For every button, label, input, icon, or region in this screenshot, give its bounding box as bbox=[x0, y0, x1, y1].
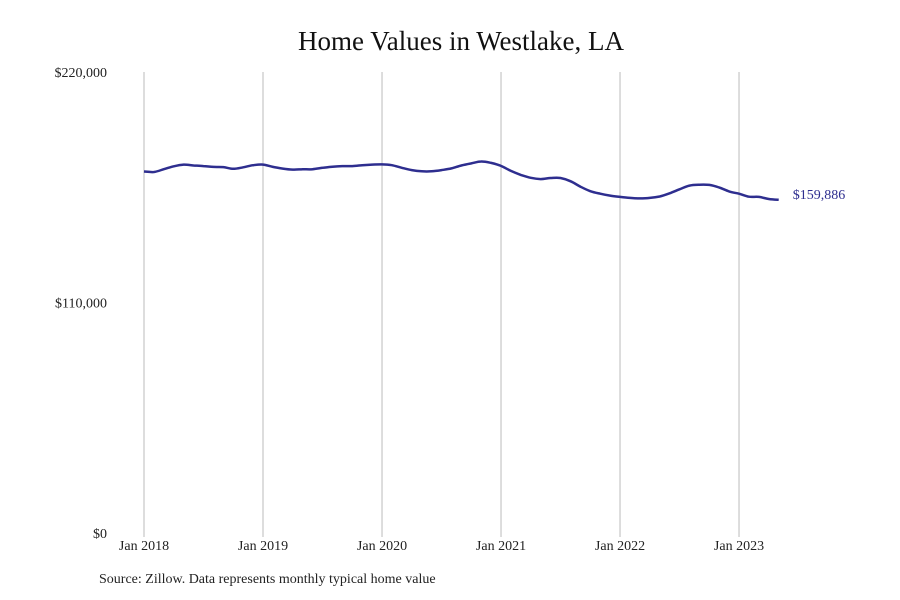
x-tick-label: Jan 2021 bbox=[476, 539, 526, 554]
x-tick-label: Jan 2023 bbox=[714, 539, 764, 554]
y-tick-label: $220,000 bbox=[55, 66, 108, 81]
y-tick-label: $0 bbox=[93, 527, 107, 542]
x-axis-tick-labels: Jan 2018 Jan 2019 Jan 2020 Jan 2021 Jan 2022… bbox=[119, 539, 764, 554]
chart-title: Home Values in Westlake, LA bbox=[297, 26, 625, 56]
y-tick-label: $110,000 bbox=[55, 297, 107, 312]
x-tick-label: Jan 2019 bbox=[238, 539, 288, 554]
series-line-0 bbox=[143, 160, 779, 202]
x-tick-label: Jan 2018 bbox=[119, 539, 169, 554]
end-value-label: $159,886 bbox=[793, 188, 846, 203]
x-tick-label: Jan 2022 bbox=[595, 539, 645, 554]
series-lines bbox=[143, 160, 779, 202]
y-axis-tick-labels: $0 $110,000 $220,000 bbox=[55, 66, 108, 542]
x-tick-label: Jan 2020 bbox=[357, 539, 407, 554]
source-note: Source: Zillow. Data represents monthly … bbox=[99, 572, 436, 587]
gridlines bbox=[143, 72, 740, 537]
